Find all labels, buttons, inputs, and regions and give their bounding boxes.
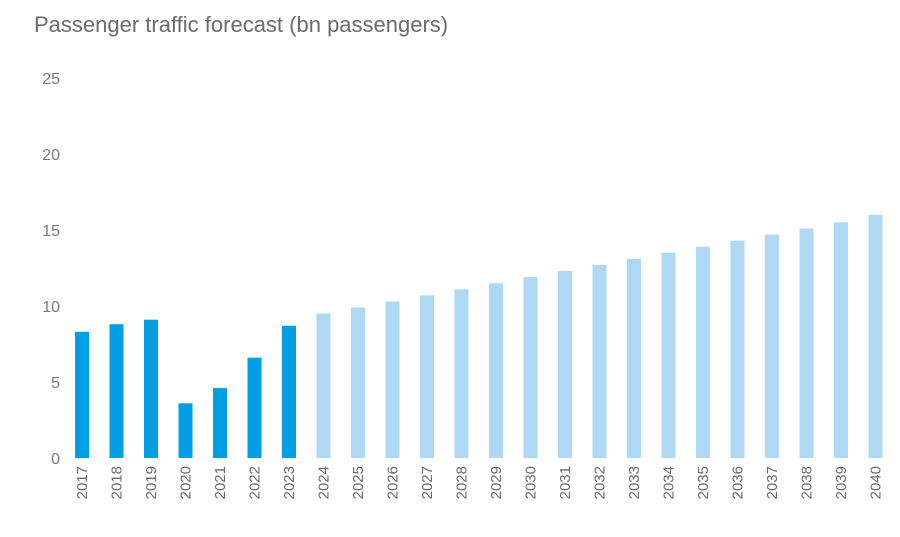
bar-2025	[351, 307, 365, 458]
y-tick-label: 25	[42, 71, 60, 88]
bar-2032	[592, 264, 607, 458]
x-tick-label: 2026	[385, 466, 402, 499]
x-tick-label: 2021	[212, 466, 229, 499]
bar-2036	[730, 240, 745, 458]
x-tick-label: 2032	[592, 466, 609, 499]
bar-2024	[316, 313, 331, 458]
bar-2039	[834, 222, 848, 458]
x-tick-label: 2028	[454, 466, 471, 499]
bar-2023	[282, 325, 296, 458]
x-tick-label: 2020	[178, 466, 195, 499]
bar-2019	[144, 319, 158, 458]
x-tick-label: 2027	[419, 466, 436, 499]
bar-2033	[627, 258, 641, 458]
bar-2026	[385, 301, 400, 458]
y-tick-label: 5	[51, 375, 60, 392]
y-tick-label: 20	[42, 147, 60, 164]
x-tick-label: 2039	[833, 466, 850, 499]
x-tick-label: 2035	[695, 466, 712, 499]
x-tick-label: 2023	[281, 466, 298, 499]
bar-2040	[868, 214, 883, 458]
y-tick-label: 10	[42, 299, 60, 316]
x-tick-label: 2018	[109, 466, 126, 499]
x-tick-label: 2034	[661, 466, 678, 499]
bar-2020	[178, 403, 193, 458]
x-tick-label: 2036	[730, 466, 747, 499]
y-tick-label: 15	[42, 223, 60, 240]
chart-title: Passenger traffic forecast (bn passenger…	[34, 12, 449, 37]
bar-2027	[420, 295, 434, 458]
bar-2018	[109, 324, 124, 458]
bar-2035	[696, 246, 710, 458]
bar-2022	[247, 357, 262, 458]
bar-2029	[489, 283, 503, 458]
x-tick-label: 2033	[626, 466, 643, 499]
x-tick-label: 2024	[316, 466, 333, 499]
x-tick-label: 2022	[247, 466, 264, 499]
bar-2034	[661, 252, 676, 458]
x-tick-label: 2030	[523, 466, 540, 499]
bar-2031	[558, 271, 572, 458]
x-tick-label: 2037	[764, 466, 781, 499]
bar-2028	[454, 289, 469, 458]
x-tick-label: 2025	[350, 466, 367, 499]
bar-2021	[213, 388, 227, 458]
bar-2037	[765, 234, 779, 458]
bar-2017	[75, 331, 89, 458]
x-tick-label: 2017	[74, 466, 91, 499]
x-tick-label: 2040	[868, 466, 885, 499]
x-tick-label: 2031	[557, 466, 574, 499]
x-tick-label: 2038	[799, 466, 816, 499]
x-tick-label: 2029	[488, 466, 505, 499]
bar-2030	[523, 277, 538, 458]
bar-2038	[799, 228, 814, 458]
y-tick-label: 0	[51, 451, 60, 468]
x-tick-label: 2019	[143, 466, 160, 499]
